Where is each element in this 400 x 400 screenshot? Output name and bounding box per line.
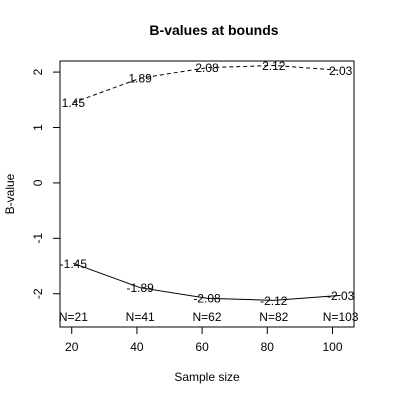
y-tick-label: -1 <box>31 233 45 244</box>
x-tick-label: 40 <box>130 340 144 354</box>
data-label-layer: 1.45 1.89 2.08 2.12 2.03 -1.45 -1.89 -2.08 -2.12… <box>60 59 355 308</box>
upper-bound-label: 2.03 <box>329 64 353 78</box>
upper-bound-label: 2.08 <box>195 61 219 75</box>
series-layer <box>73 64 341 301</box>
lower-bound-line <box>73 262 341 301</box>
upper-bound-label: 1.45 <box>62 96 86 110</box>
lower-bound-label: -1.45 <box>60 257 88 271</box>
sample-size-label: N=21 <box>59 310 88 324</box>
y-tick-label: 1 <box>31 124 45 131</box>
x-tick-label: 100 <box>322 340 342 354</box>
sample-size-label: N=41 <box>126 310 155 324</box>
lower-bound-label: -2.03 <box>327 289 355 303</box>
sample-size-label: N=62 <box>192 310 221 324</box>
x-tick-label: 60 <box>195 340 209 354</box>
chart-title: B-values at bounds <box>149 22 278 38</box>
upper-bound-label: 1.89 <box>129 72 153 86</box>
upper-bound-label: 2.12 <box>262 59 286 73</box>
y-axis-label: B-value <box>3 173 17 214</box>
plot-frame <box>59 60 355 328</box>
y-tick-label: -2 <box>31 288 45 299</box>
x-tick-label: 80 <box>261 340 275 354</box>
y-tick-label: 2 <box>31 68 45 75</box>
sample-size-annotations: N=21 N=41 N=62 N=82 N=103 <box>59 310 359 324</box>
upper-bound-line <box>73 64 341 104</box>
lower-bound-label: -1.89 <box>127 281 155 295</box>
lower-bound-label: -2.12 <box>260 294 288 308</box>
lower-bound-label: -2.08 <box>193 292 221 306</box>
x-tick-label: 20 <box>65 340 79 354</box>
y-axis: -2 -1 0 1 2 <box>31 68 61 299</box>
sample-size-label: N=103 <box>323 310 359 324</box>
sample-size-label: N=82 <box>259 310 288 324</box>
x-axis: 20 40 60 80 100 <box>65 326 343 354</box>
y-tick-label: 0 <box>31 179 45 186</box>
x-axis-label: Sample size <box>174 370 240 384</box>
